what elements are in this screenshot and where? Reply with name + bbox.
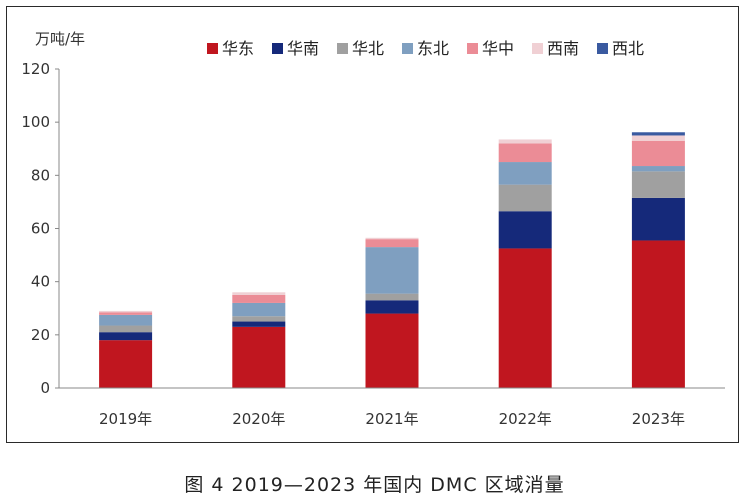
bar-segment [498, 248, 552, 388]
y-axis: 0 20 40 60 80 100 120 [21, 60, 60, 397]
bar-segment [498, 162, 552, 185]
legend-swatch [402, 43, 413, 54]
legend-entry: 华南 [287, 39, 319, 58]
x-tick-label: 2020年 [232, 410, 285, 428]
legend-entry: 西南 [547, 39, 579, 58]
y-tick-label: 60 [31, 220, 50, 238]
bar-segment [365, 313, 419, 388]
bar-segment [631, 132, 685, 136]
legend: 华东 华南 华北 东北 华中 西南 西北 [207, 39, 644, 58]
bar-segment [631, 135, 685, 141]
x-tick-label: 2023年 [632, 410, 685, 428]
bar-segment [365, 237, 419, 240]
bar-segment [365, 247, 419, 294]
bar-segment [631, 240, 685, 388]
bar-segment [498, 139, 552, 144]
bar-segment [232, 292, 286, 295]
y-tick-label: 100 [21, 113, 50, 131]
bar-segment [631, 140, 685, 167]
figure-caption: 图 4 2019—2023 年国内 DMC 区域消量 [184, 474, 565, 496]
legend-swatch [532, 43, 543, 54]
bar-segment [99, 310, 153, 313]
bar-segment [232, 321, 286, 327]
y-tick-label: 20 [31, 326, 50, 344]
legend-swatch [337, 43, 348, 54]
stacked-bar-chart: 0 20 40 60 80 100 120 2019年 2020年 2021年 2022年 2023… [21, 30, 725, 428]
x-tick-label: 2022年 [499, 410, 552, 428]
y-tick-label: 40 [31, 273, 50, 291]
x-tick-label: 2021年 [365, 410, 418, 428]
legend-swatch [272, 43, 283, 54]
x-axis: 2019年 2020年 2021年 2022年 2023年 [59, 387, 725, 428]
bar-segment [498, 143, 552, 163]
bar-segment [99, 332, 153, 341]
y-tick-label: 0 [40, 379, 50, 397]
bar-segment [99, 312, 153, 315]
bar-segment [99, 314, 153, 326]
bar-segment [232, 294, 286, 303]
bar-segment [99, 340, 153, 388]
legend-entry: 华中 [482, 39, 514, 58]
bars [99, 132, 685, 388]
bar-segment [232, 302, 286, 317]
x-tick-label: 2019年 [99, 410, 152, 428]
bar-segment [498, 184, 552, 212]
legend-swatch [597, 43, 608, 54]
bar-segment [365, 239, 419, 248]
legend-entry: 华北 [352, 39, 384, 58]
legend-entry: 西北 [612, 39, 644, 58]
bar-segment [365, 300, 419, 314]
y-tick-label: 80 [31, 166, 50, 184]
bar-segment [99, 325, 153, 333]
legend-swatch [207, 43, 218, 54]
chart-frame: 0 20 40 60 80 100 120 2019年 2020年 2021年 2022年 2023… [6, 6, 739, 443]
legend-swatch [467, 43, 478, 54]
bar-segment [631, 171, 685, 198]
y-axis-unit-label: 万吨/年 [35, 30, 85, 48]
y-tick-label: 120 [21, 60, 50, 78]
bar-segment [365, 293, 419, 301]
bar-segment [498, 211, 552, 249]
legend-entry: 华东 [222, 39, 254, 58]
bar-segment [232, 326, 286, 388]
bar-segment [232, 316, 286, 322]
bar-segment [631, 166, 685, 172]
legend-entry: 东北 [417, 39, 449, 58]
bar-segment [631, 197, 685, 241]
